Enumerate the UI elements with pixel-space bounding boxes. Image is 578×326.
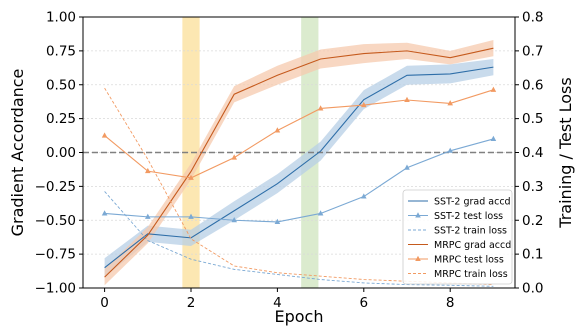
legend-entry-mrpc-grad-accd: MRPC grad accd: [408, 240, 511, 251]
mrpc-test-loss-point-3: [231, 154, 237, 160]
legend-label: SST-2 train loss: [434, 226, 507, 237]
x-tick-label-2: 4: [273, 295, 282, 311]
y-right-tick-label-8: 0.8: [522, 10, 543, 26]
y-left-tick-label-8: 1.00: [46, 10, 76, 26]
mrpc-test-loss-series: [101, 86, 497, 180]
y-axis-left-title: Gradient Accordance: [8, 69, 27, 237]
legend-label: MRPC grad accd: [434, 240, 511, 251]
y-left-tick-label-1: −0.75: [35, 247, 76, 263]
y-right-tick-label-3: 0.3: [522, 179, 543, 195]
y-left-tick-label-0: −1.00: [35, 281, 76, 297]
mrpc-grad-accd-series: [104, 47, 494, 278]
mrpc-test-loss-point-2: [188, 174, 194, 180]
sst-2-test-loss-point-0: [101, 210, 108, 216]
mrpc-test-loss-point-0: [101, 132, 108, 138]
y-right-tick-label-2: 0.2: [522, 213, 543, 229]
sst-2-train-loss-series: [104, 191, 494, 287]
y-right-tick-label-0: 0.0: [522, 281, 543, 297]
legend-entry-mrpc-test-loss: MRPC test loss: [408, 255, 504, 266]
y-left-tick-label-4: 0.00: [46, 145, 76, 161]
mrpc-test-loss-point-4: [274, 127, 281, 133]
legend-entry-sst-2-grad-accd: SST-2 grad accd: [408, 197, 511, 208]
sst-2-grad-accd-series: [104, 66, 494, 269]
y-left-tick-label-6: 0.50: [46, 77, 76, 93]
axis-ticks: 0 2 4 6 8 −1.00 −0.75 −0.50 −0.25 0.00 0.25 0.50 0.7…: [35, 10, 544, 312]
sst-2-test-loss-point-9: [490, 135, 497, 141]
mrpc-grad-accd-line: [104, 47, 494, 278]
y-left-tick-label-7: 0.75: [46, 43, 76, 59]
legend-swatch-marker: [415, 212, 421, 218]
mrpc-test-loss-point-6: [361, 101, 367, 108]
x-tick-label-4: 8: [446, 295, 455, 311]
legend-entry-mrpc-train-loss: MRPC train loss: [408, 269, 508, 280]
y-right-tick-label-6: 0.6: [522, 77, 543, 93]
sst-2-test-loss-point-7: [404, 164, 410, 170]
x-tick-label-1: 2: [187, 295, 196, 311]
legend-entry-sst-2-train-loss: SST-2 train loss: [408, 226, 507, 237]
y-right-tick-label-7: 0.7: [522, 43, 543, 59]
legend: SST-2 grad accd SST-2 test loss SST-2 trai…: [402, 189, 513, 285]
mrpc-test-loss-point-5: [317, 105, 324, 111]
y-left-tick-label-3: −0.25: [35, 179, 76, 195]
y-right-tick-label-5: 0.5: [522, 111, 543, 127]
sst-2-test-loss-point-8: [447, 147, 453, 153]
sst-2-test-loss-point-4: [274, 218, 281, 224]
mrpc-test-loss-point-9: [490, 86, 497, 92]
sst-2-test-loss-point-5: [317, 210, 324, 216]
mrpc-test-loss-line: [104, 89, 494, 179]
mrpc-test-loss-point-7: [404, 96, 410, 102]
legend-entry-sst-2-test-loss: SST-2 test loss: [408, 211, 503, 222]
legend-label: MRPC train loss: [434, 269, 508, 280]
sst-2-test-loss-series: [101, 135, 497, 224]
y-left-tick-label-5: 0.25: [46, 111, 76, 127]
legend-label: MRPC test loss: [434, 255, 504, 266]
sst-2-train-loss-line: [104, 191, 494, 287]
y-left-tick-label-2: −0.50: [35, 213, 76, 229]
mrpc-test-loss-point-8: [447, 100, 453, 106]
legend-label: SST-2 grad accd: [434, 197, 511, 208]
x-tick-label-3: 6: [360, 295, 369, 311]
x-axis-title: Epoch: [275, 307, 324, 326]
legend-swatch-marker: [415, 255, 421, 261]
sst-2-test-loss-point-1: [145, 213, 151, 219]
sst-2-test-loss-point-3: [231, 217, 237, 223]
y-axis-right-title: Training / Test Loss: [556, 77, 575, 228]
sst-2-grad-accd-line: [104, 66, 494, 269]
mrpc-test-loss-point-1: [145, 167, 151, 174]
x-tick-label-0: 0: [100, 295, 109, 311]
sst-2-test-loss-point-6: [361, 193, 367, 199]
legend-box: [402, 189, 513, 285]
y-right-tick-label-1: 0.1: [522, 247, 543, 263]
legend-label: SST-2 test loss: [434, 211, 503, 222]
y-right-tick-label-4: 0.4: [522, 145, 543, 161]
sst-2-test-loss-line: [104, 138, 494, 223]
sst-2-test-loss-point-2: [188, 213, 194, 219]
